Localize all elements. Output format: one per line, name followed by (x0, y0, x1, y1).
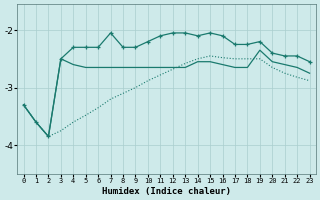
X-axis label: Humidex (Indice chaleur): Humidex (Indice chaleur) (102, 187, 231, 196)
